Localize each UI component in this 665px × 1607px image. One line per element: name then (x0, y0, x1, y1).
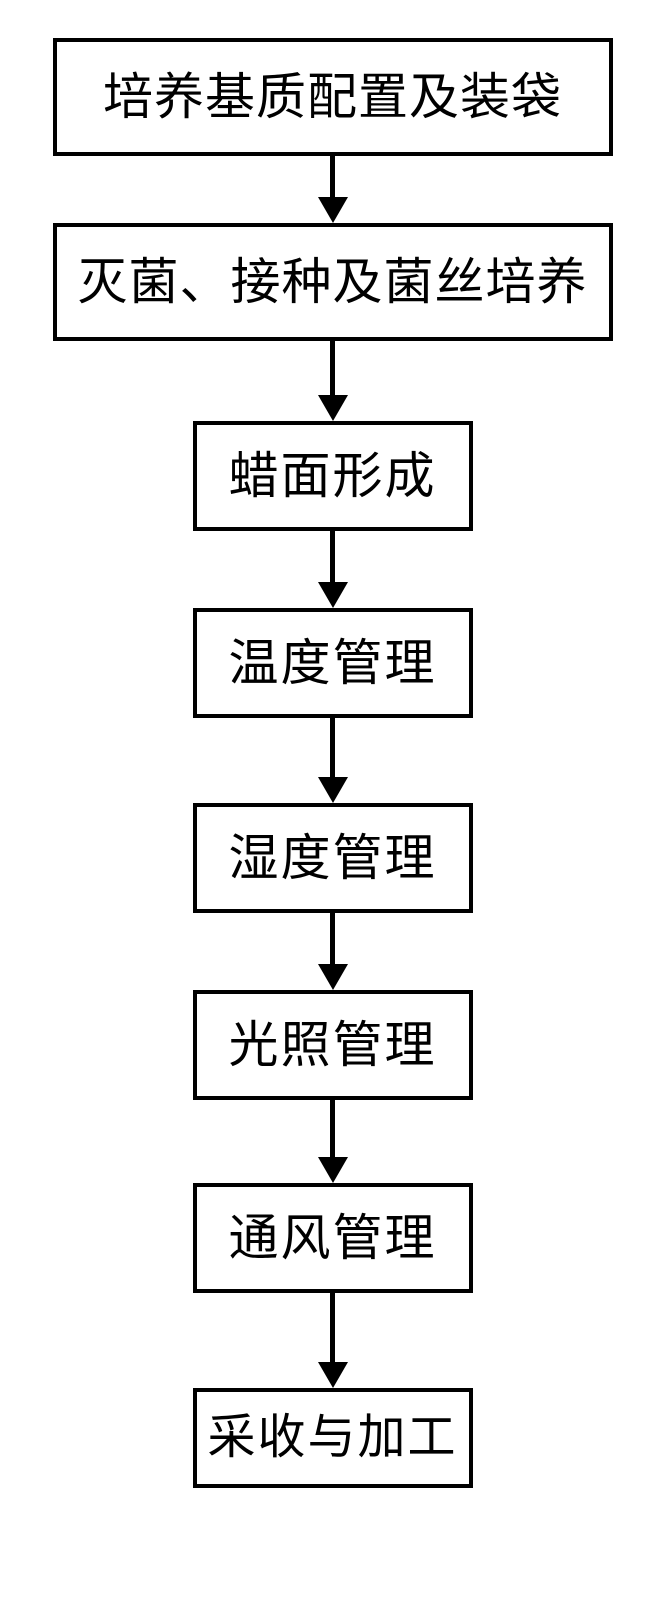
flow-arrow (318, 341, 348, 421)
arrow-head-icon (318, 1157, 348, 1183)
arrow-head-icon (318, 777, 348, 803)
arrow-shaft (330, 1293, 335, 1363)
flow-node-harvest-process: 采收与加工 (193, 1388, 473, 1488)
arrow-head-icon (318, 197, 348, 223)
arrow-shaft (330, 718, 335, 778)
flow-arrow (318, 1100, 348, 1183)
arrow-head-icon (318, 1362, 348, 1388)
arrow-head-icon (318, 395, 348, 421)
flow-node-temperature: 温度管理 (193, 608, 473, 718)
flow-node-label: 湿度管理 (229, 832, 437, 885)
flow-node-wax-surface: 蜡面形成 (193, 421, 473, 531)
flow-node-label: 通风管理 (229, 1212, 437, 1265)
flow-node-sterilize-inoculate: 灭菌、接种及菌丝培养 (53, 223, 613, 341)
flow-arrow (318, 156, 348, 223)
arrow-shaft (330, 913, 335, 965)
arrow-shaft (330, 156, 335, 198)
flow-arrow (318, 913, 348, 990)
arrow-shaft (330, 1100, 335, 1158)
flow-node-label: 灭菌、接种及菌丝培养 (78, 256, 588, 309)
arrow-shaft (330, 341, 335, 396)
flow-arrow (318, 1293, 348, 1388)
arrow-head-icon (318, 964, 348, 990)
flow-node-ventilation: 通风管理 (193, 1183, 473, 1293)
flow-node-label: 采收与加工 (207, 1413, 457, 1463)
flow-node-label: 蜡面形成 (229, 450, 437, 503)
arrow-shaft (330, 531, 335, 583)
flowchart-container: 培养基质配置及装袋 灭菌、接种及菌丝培养 蜡面形成 温度管理 湿度管理 光照管理 (53, 38, 613, 1488)
flow-node-substrate-bagging: 培养基质配置及装袋 (53, 38, 613, 156)
flow-node-label: 培养基质配置及装袋 (103, 71, 562, 124)
flow-arrow (318, 718, 348, 803)
flow-node-label: 温度管理 (229, 637, 437, 690)
flow-node-label: 光照管理 (229, 1019, 437, 1072)
flow-node-light: 光照管理 (193, 990, 473, 1100)
flow-node-humidity: 湿度管理 (193, 803, 473, 913)
arrow-head-icon (318, 582, 348, 608)
flow-arrow (318, 531, 348, 608)
